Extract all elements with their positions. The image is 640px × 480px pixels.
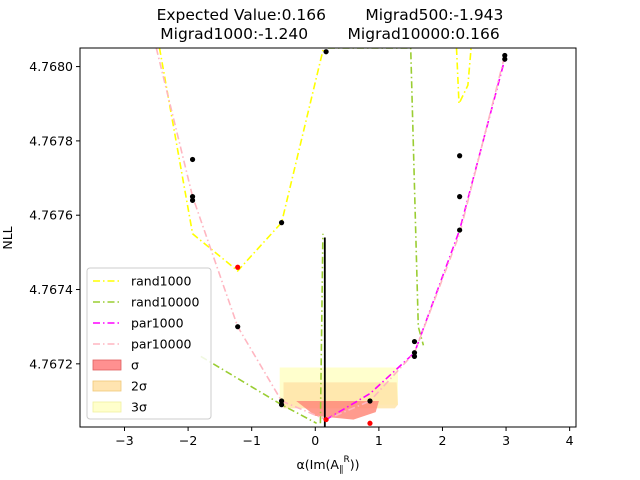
y-tick-label: 4.7676 <box>29 208 73 223</box>
scan-point-3 <box>235 324 241 330</box>
y-tick-label: 4.7678 <box>29 133 73 148</box>
series-rand1000-seg-0 <box>158 48 325 273</box>
y-tick-label: 4.7672 <box>29 356 73 371</box>
scan-point-13 <box>457 194 463 200</box>
scan-point-16 <box>502 56 508 62</box>
plot-area <box>155 48 508 427</box>
legend-patch-3σ <box>92 401 122 413</box>
legend: rand1000 rand10000 par1000 par10000 σ 2σ 3σ <box>86 267 212 420</box>
chart-title-line-2: Migrad1000:-1.240 Migrad10000:0.166 <box>160 25 499 43</box>
x-tick-label: 4 <box>566 433 574 448</box>
x-axis-label: α(Im(A∥R)) <box>297 455 360 475</box>
x-tick-label: −3 <box>115 433 133 448</box>
x-tick-label: 2 <box>438 433 446 448</box>
scan-point-7 <box>323 49 329 55</box>
legend-label-par10000: par10000 <box>131 337 192 352</box>
scan-point-14 <box>457 227 463 233</box>
axes-frame <box>79 47 577 428</box>
legend-label-2σ: 2σ <box>131 379 147 394</box>
series-rand1000-seg-1 <box>455 48 472 105</box>
scan-point-11 <box>411 353 418 360</box>
legend-label-par1000: par1000 <box>131 316 184 331</box>
series-rand10000-seg-2 <box>328 48 425 346</box>
x-tick-label: 0 <box>311 433 319 448</box>
scan-point-8 <box>367 398 373 404</box>
chart-title-line-1: Expected Value:0.166 Migrad500:-1.943 <box>157 6 504 24</box>
y-tick-label: 4.7680 <box>29 59 73 74</box>
series-rand10000-seg-0 <box>200 355 317 425</box>
scan-point-5 <box>278 398 285 404</box>
y-axis-label: NLL <box>0 226 15 249</box>
scan-point-2 <box>189 197 196 203</box>
legend-patch-σ <box>92 359 122 371</box>
series-par1000-seg-0 <box>325 58 506 421</box>
y-tick-label: 4.7674 <box>29 282 73 297</box>
series-rand10000-seg-1 <box>319 233 324 424</box>
scan-point-9 <box>411 338 418 345</box>
legend-label-σ: σ <box>131 358 139 373</box>
minimum-point-0 <box>235 264 241 270</box>
x-tick-label: −1 <box>242 433 260 448</box>
x-tick-label: 1 <box>375 433 383 448</box>
x-tick-label: 3 <box>502 433 510 448</box>
legend-label-rand10000: rand10000 <box>131 295 199 310</box>
scan-point-6 <box>278 402 285 408</box>
legend-label-rand1000: rand1000 <box>131 274 192 289</box>
x-tick-label: −2 <box>179 433 197 448</box>
scan-point-0 <box>189 156 196 163</box>
axis-ticks: −3 −2 −1 0 1 2 3 4 4.7672 4.7674 4.7676 4.7678 4.768… <box>29 59 573 448</box>
scan-point-4 <box>278 220 285 226</box>
scan-point-12 <box>457 153 463 159</box>
minimum-point-1 <box>323 416 329 423</box>
band-σ <box>296 401 379 420</box>
scan-point-10 <box>411 350 418 356</box>
scan-point-1 <box>189 194 196 200</box>
legend-label-3σ: 3σ <box>131 400 147 415</box>
legend-patch-2σ <box>92 380 122 392</box>
scan-point-15 <box>502 52 508 59</box>
minimum-point-2 <box>367 420 373 426</box>
